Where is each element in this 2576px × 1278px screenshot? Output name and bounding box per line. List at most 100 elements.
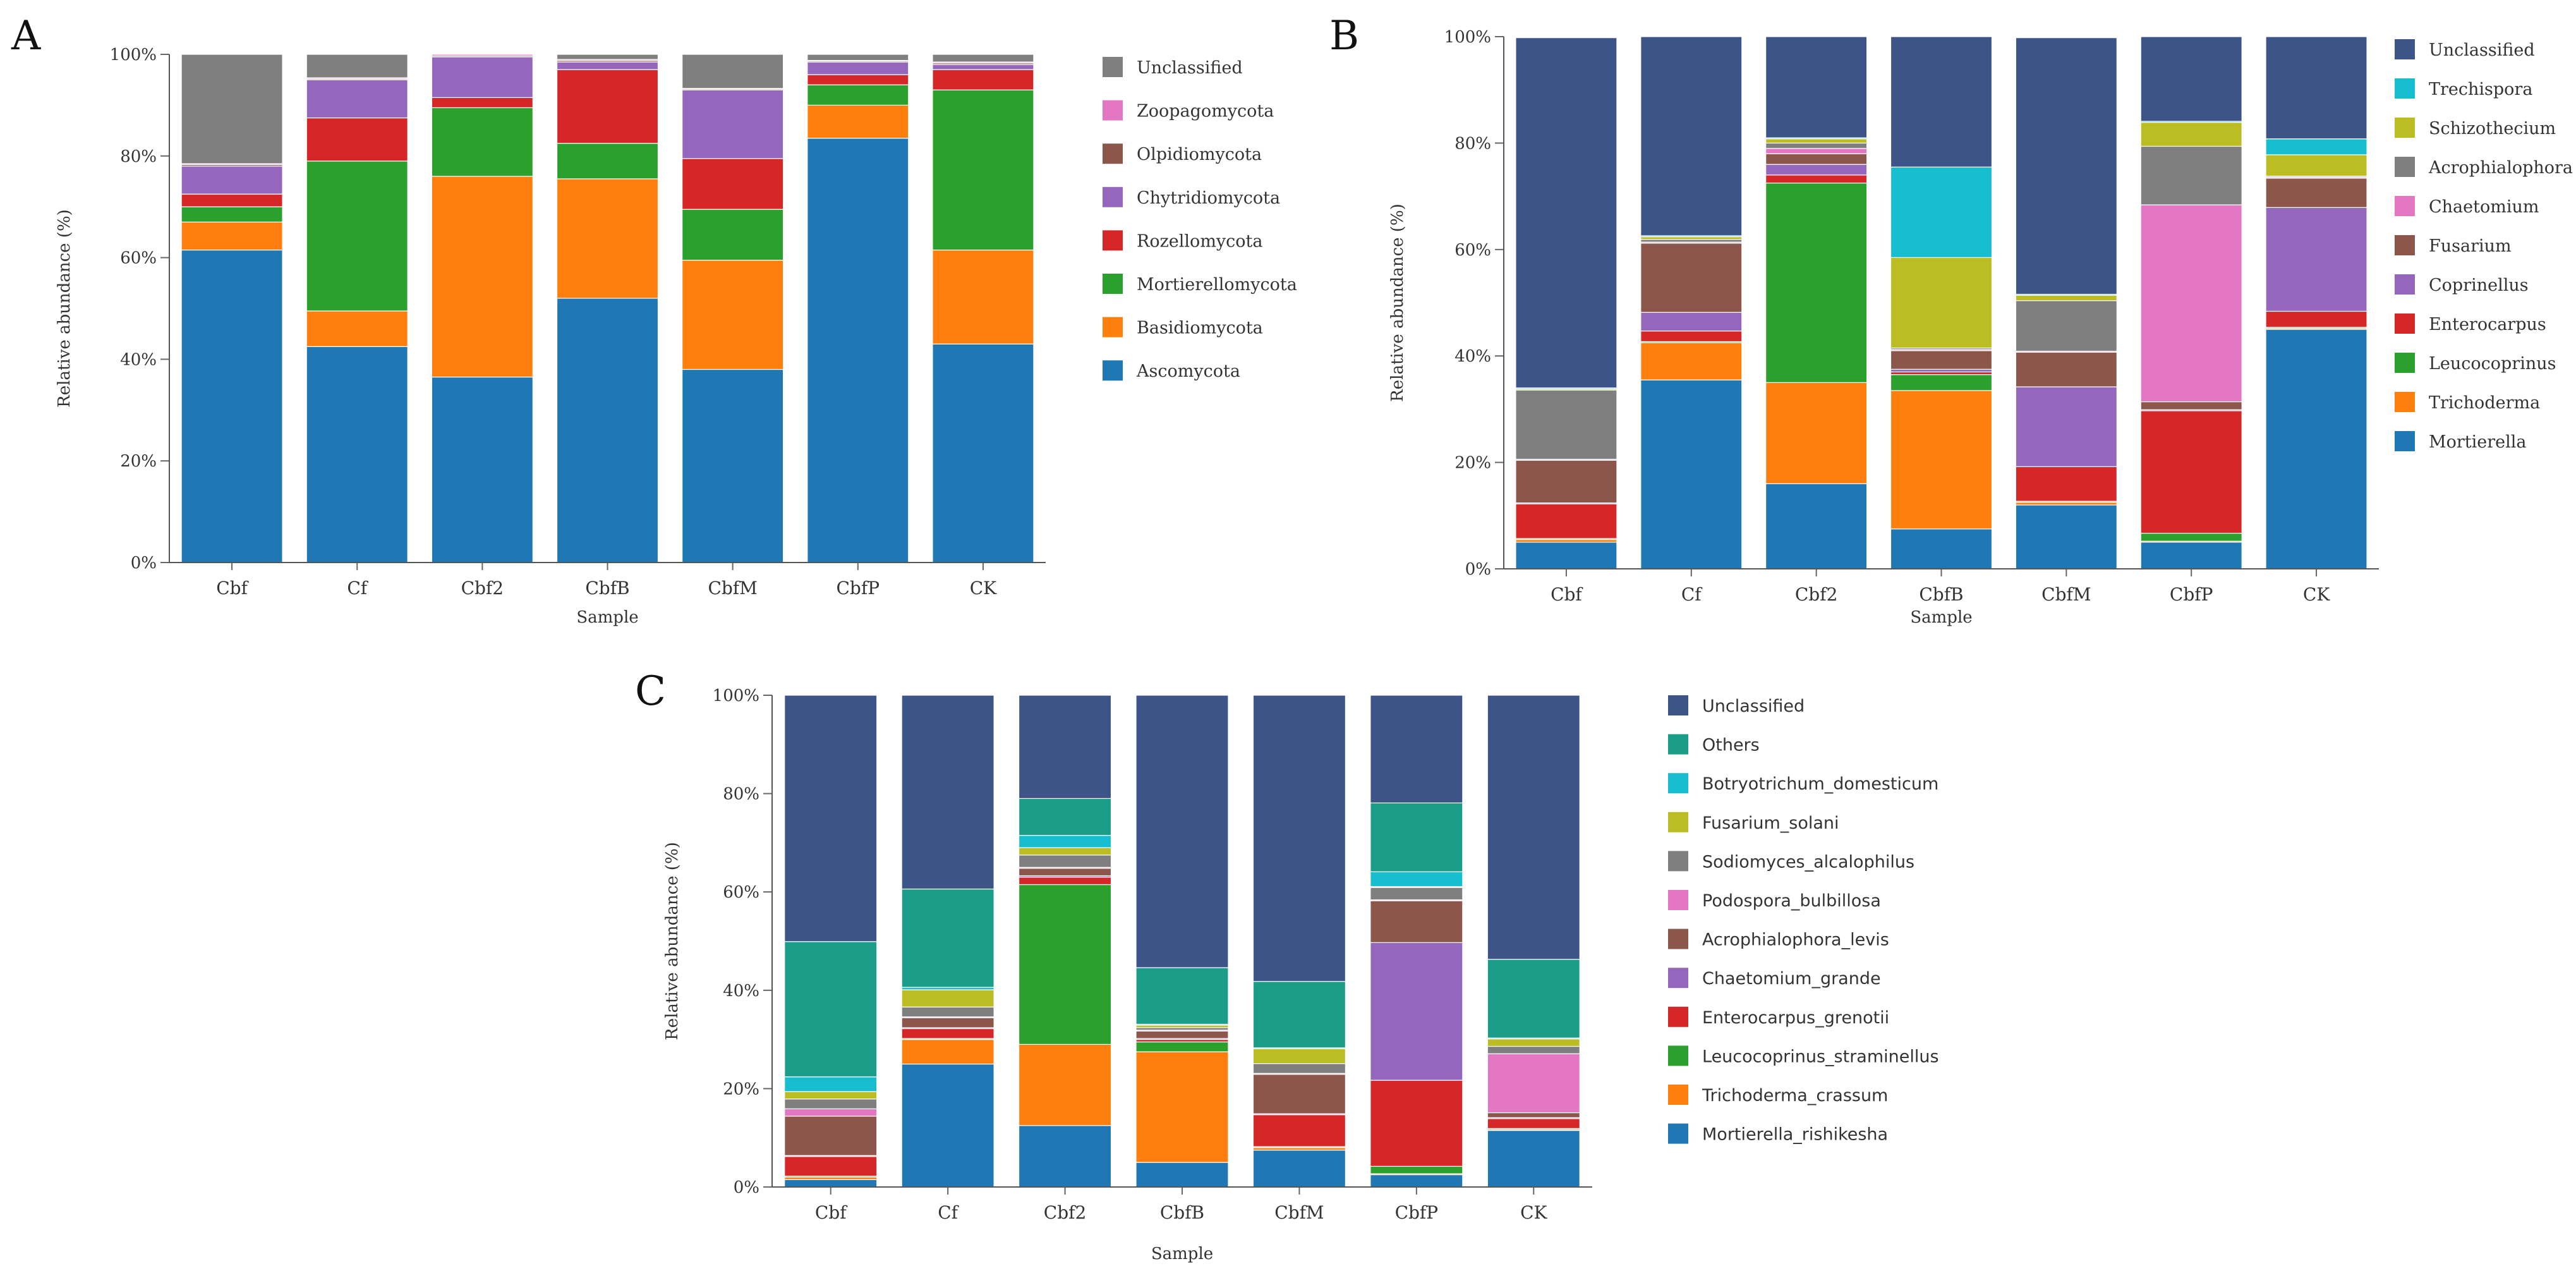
legend-label: Enterocarpus_grenotii [1702, 1008, 1889, 1028]
legend-swatch [1668, 695, 1688, 715]
bar-segment-mortierellomycota-cf [306, 161, 408, 312]
bar-segment-trichoderma-cbfm [2015, 502, 2117, 506]
y-tick-label: 60% [723, 883, 759, 902]
bar-segment-chaetomium-cbfp [2140, 204, 2242, 403]
x-tick-label: CK [2303, 584, 2330, 605]
bar-segment-others-cbf2 [1018, 798, 1112, 836]
legend-swatch [1668, 1045, 1688, 1066]
panel-c: C 0% 20% 40% 60% 80% 100% Relative abundance (%… [635, 668, 1939, 1263]
bar-segment-enterocarpus-grenotii-cbf2 [1018, 877, 1112, 885]
bar-segment-trichoderma-cbfb [1890, 390, 1993, 530]
legend-swatch [1103, 57, 1123, 77]
bar-segment-schizothecium-cf [1640, 236, 1743, 240]
bar-segment-chytridiomycota-cbfb [556, 61, 659, 70]
y-tick-label: 20% [1454, 454, 1491, 473]
x-tick-label: CbfB [1160, 1202, 1204, 1223]
bar-segment-acrophialophora-levis-cbf [784, 1116, 878, 1156]
bar-segment-unclassified-cf [901, 695, 995, 890]
y-tick-label: 0% [131, 554, 157, 573]
x-tick-label: CbfP [1395, 1202, 1439, 1223]
y-tick-label: 100% [713, 686, 759, 705]
bar-segment-unclassified-cbfm [682, 54, 784, 89]
bar-segment-basidiomycota-cbfb [556, 178, 659, 299]
bar-segment-schizothecium-cbf2 [1765, 138, 1868, 144]
bar-segment-rozellomycota-cbf2 [431, 97, 533, 109]
bar-segment-chytridiomycota-cf [306, 79, 408, 119]
bar-segment-ascomycota-cbfb [556, 298, 659, 563]
bar-segment-sodiomyces-alcalophilus-cbfm [1252, 1063, 1346, 1074]
legend-swatch [1668, 1123, 1688, 1144]
bar-segment-basidiomycota-cbfm [682, 260, 784, 370]
y-tick-label: 40% [120, 350, 157, 369]
legend-label: Unclassified [1702, 697, 1805, 716]
bar-segment-unclassified-cbf [181, 54, 283, 164]
legend-label: Chaetomium_grande [1702, 969, 1881, 989]
bar-segment-mortierella-cbfm [2015, 504, 2117, 569]
legend-swatch [2395, 157, 2415, 177]
bar-segment-leucocoprinus-straminellus-cbfp [1370, 1165, 1463, 1174]
bar-segment-acrophialophora-levis-cbfm [1252, 1074, 1346, 1114]
legend-swatch [1668, 851, 1688, 872]
bar-segment-chytridiomycota-ck [932, 64, 1034, 70]
bar-segment-others-cbfp [1370, 802, 1463, 872]
bar-segment-leucocoprinus-straminellus-cbf2 [1018, 884, 1112, 1045]
y-tick-label: 20% [120, 452, 157, 471]
panel-letter: A [11, 13, 41, 59]
legend-label: Ascomycota [1136, 362, 1240, 381]
x-tick-label: CbfM [1274, 1202, 1324, 1223]
bar-segment-mortierella-cbf2 [1765, 483, 1868, 569]
bar-segment-basidiomycota-cbf [181, 221, 283, 251]
bar-segment-trichoderma-cbf [1515, 539, 1618, 543]
bar-segment-leucocoprinus-straminellus-cbfb [1135, 1041, 1229, 1052]
x-tick-label: CbfP [837, 578, 880, 599]
legend-label: Chytridiomycota [1137, 188, 1280, 208]
bar-segment-fusarium-solani-cbfm [1252, 1048, 1346, 1064]
bar-segment-coprinellus-cbfb [1890, 368, 1993, 373]
bar-segment-basidiomycota-ck [932, 249, 1034, 344]
bar-segment-basidiomycota-cbfp [807, 104, 909, 139]
y-tick-label: 20% [723, 1080, 759, 1098]
bar-segment-unclassified-cbfb [1135, 695, 1229, 968]
bar-segment-enterocarpus-cbfp [2140, 410, 2242, 534]
bar-segment-rozellomycota-ck [932, 69, 1034, 90]
legend-label: Zoopagomycota [1137, 102, 1274, 121]
bar-segment-sodiomyces-alcalophilus-cbf [784, 1098, 878, 1109]
bar-segment-others-cbfb [1135, 967, 1229, 1025]
legend-label: Olpidiomycota [1137, 145, 1262, 164]
bar-segment-acrophialophora-levis-cbfp [1370, 900, 1463, 943]
bar-segment-enterocarpus-cbfm [2015, 466, 2117, 502]
legend-swatch [1668, 890, 1688, 910]
x-tick-label: CK [970, 578, 997, 599]
bar-segment-acrophialophora-cbf2 [1765, 142, 1868, 149]
bar-segment-unclassified-ck [1487, 695, 1580, 960]
x-tick-label: CbfP [2170, 584, 2213, 605]
legend-label: Leucocoprinus_straminellus [1702, 1047, 1939, 1066]
legend-label: Schizothecium [2429, 119, 2556, 138]
bar-segment-botryotrichum-domesticum-cbfp [1370, 871, 1463, 887]
legend-label: Podospora_bulbillosa [1702, 891, 1881, 911]
bar-segment-mortierella-cbfb [1890, 528, 1993, 569]
x-tick-label: Cf [1681, 584, 1703, 605]
legend-label: Mortierellomycota [1137, 275, 1297, 295]
x-tick-label: Cf [347, 578, 368, 599]
legend-swatch [1103, 317, 1123, 338]
legend-label: Enterocarpus [2429, 315, 2546, 334]
bar-segment-sodiomyces-alcalophilus-cf [901, 1006, 995, 1018]
bar-segment-mortierella-rishikesha-ck [1487, 1129, 1580, 1188]
legend-swatch [1668, 1085, 1688, 1105]
legend-swatch [1103, 274, 1123, 294]
bar-segment-unclassified-cbf [1515, 37, 1618, 389]
bar-segment-enterocarpus-grenotii-cbf [784, 1156, 878, 1177]
bar-segment-ascomycota-cbf [181, 249, 283, 563]
bar-segment-acrophialophora-cbfm [2015, 300, 2117, 352]
y-tick-label: 60% [1454, 241, 1491, 260]
bar-segment-schizothecium-cbfm [2015, 295, 2117, 301]
bar-segment-mortierella-cbf [1515, 542, 1618, 569]
x-tick-label: Cbf [815, 1202, 848, 1223]
legend-swatch [1668, 812, 1688, 832]
bar-segment-others-cbfm [1252, 981, 1346, 1049]
bar-segment-unclassified-ck [2265, 36, 2367, 140]
bar-segment-fusarium-cf [1640, 243, 1743, 313]
bar-segment-trechispora-ck [2265, 138, 2367, 155]
